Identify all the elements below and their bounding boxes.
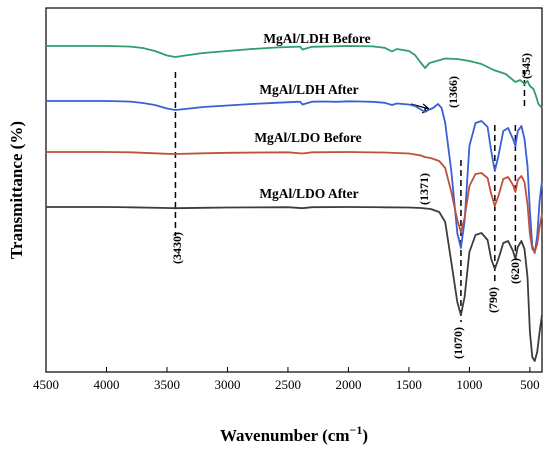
x-ticks: 4500 4000 3500 3000 2500 2000 1500 1000 500 bbox=[33, 367, 540, 392]
series-label-ldh-before: MgAl/LDH Before bbox=[263, 31, 370, 46]
x-tick-label: 3500 bbox=[154, 377, 180, 392]
plot-area-frame bbox=[45, 7, 543, 373]
x-tick-label: 2500 bbox=[275, 377, 301, 392]
series-line-3 bbox=[46, 151, 543, 253]
peak-label-545: (545) bbox=[519, 53, 533, 79]
series-label-ldo-after: MgAl/LDO After bbox=[259, 186, 358, 201]
peak-label-1070: (1070) bbox=[451, 327, 465, 359]
x-tick-label: 500 bbox=[520, 377, 540, 392]
peak-label-1366: (1366) bbox=[446, 76, 460, 108]
series-label-ldh-after: MgAl/LDH After bbox=[259, 82, 358, 97]
peak-label-1371: (1371) bbox=[417, 173, 431, 205]
peak-label-3430: (3430) bbox=[170, 232, 184, 264]
x-tick-label: 1000 bbox=[456, 377, 482, 392]
x-tick-label: 3000 bbox=[214, 377, 240, 392]
x-tick-label: 1500 bbox=[396, 377, 422, 392]
x-axis-label-tail: ) bbox=[362, 426, 368, 445]
series-line-2 bbox=[46, 100, 543, 254]
x-axis-label: Wavenumber (cm−1) bbox=[220, 423, 368, 445]
x-axis-label-main: Wavenumber (cm bbox=[220, 426, 350, 445]
peak-label-790: (790) bbox=[486, 287, 500, 313]
x-axis-label-sup: −1 bbox=[350, 423, 363, 437]
x-tick-label: 4500 bbox=[33, 377, 59, 392]
x-tick-label: 4000 bbox=[93, 377, 119, 392]
peak-label-620: (620) bbox=[508, 258, 522, 284]
x-tick-label: 2000 bbox=[335, 377, 361, 392]
series-label-ldo-before: MgAl/LDO Before bbox=[254, 130, 361, 145]
series-lines bbox=[46, 45, 543, 362]
series-line-1 bbox=[46, 45, 543, 109]
series-line-4 bbox=[46, 206, 543, 362]
y-axis-label: Transmittance (%) bbox=[7, 121, 26, 259]
